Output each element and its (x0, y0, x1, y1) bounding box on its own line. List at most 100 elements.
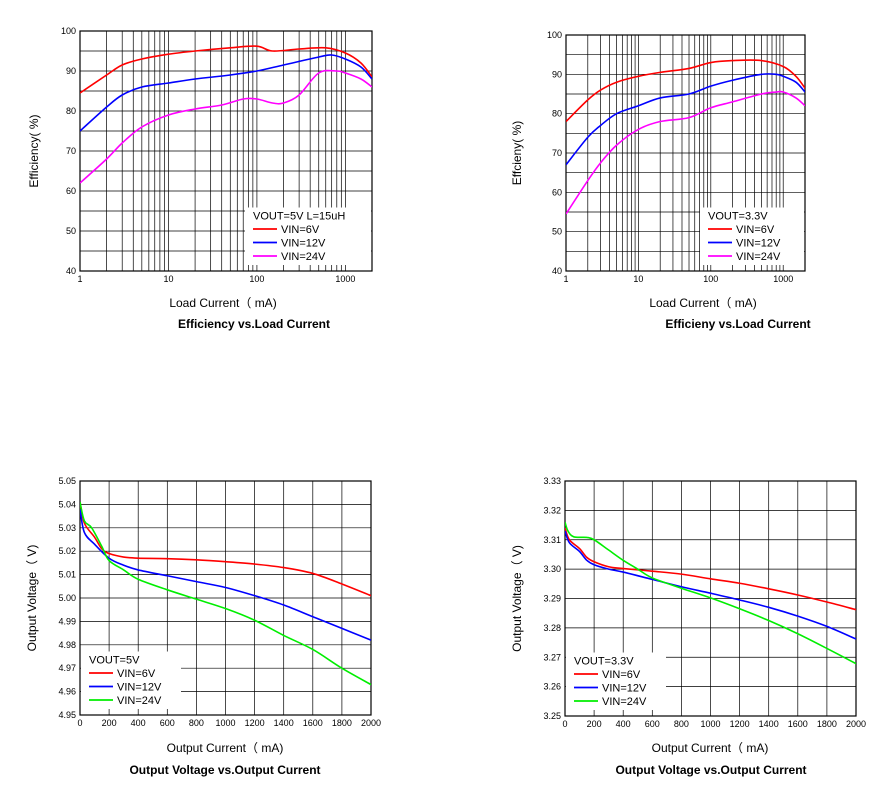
y-tick-label: 50 (552, 227, 562, 237)
y-tick-label: 5.03 (58, 523, 76, 533)
y-tick-label: 60 (66, 186, 76, 196)
series-line-vin-24v (565, 521, 856, 665)
y-tick-label: 3.26 (543, 682, 561, 692)
y-tick-label: 5.02 (58, 546, 76, 556)
y-tick-label: 4.99 (58, 616, 76, 626)
x-tick-label: 1200 (245, 718, 265, 728)
y-tick-label: 100 (61, 26, 76, 36)
x-tick-label: 10 (163, 274, 173, 284)
x-axis-label: Output Current（ mA) (652, 741, 769, 755)
y-tick-label: 80 (66, 106, 76, 116)
x-tick-label: 1200 (730, 719, 750, 729)
y-tick-label: 3.27 (543, 652, 561, 662)
y-tick-label: 5.05 (58, 476, 76, 486)
legend-label: VIN=6V (281, 224, 320, 236)
x-tick-label: 0 (77, 718, 82, 728)
chart-efficiency-vout-5v: 1 10 100 1000 40 50 60 70 80 90 100 Load Current（ m… (0, 0, 448, 360)
x-tick-label: 1000 (215, 718, 235, 728)
x-tick-label: 1800 (332, 718, 352, 728)
y-tick-label: 80 (552, 109, 562, 119)
chart-efficiency-vout-3v3: 1 10 100 1000 40 50 60 70 80 90 100 Load Current（ m… (448, 0, 896, 360)
legend-label: VIN=6V (736, 224, 775, 236)
y-tick-label: 70 (552, 148, 562, 158)
x-axis-label: Load Current（ mA) (169, 296, 276, 310)
series-line-vin-6v (80, 45, 372, 94)
x-tick-label: 1600 (303, 718, 323, 728)
x-tick-label: 400 (131, 718, 146, 728)
y-tick-label: 3.31 (543, 535, 561, 545)
legend-title: VOUT=5V (89, 655, 140, 667)
legend-label: VIN=12V (117, 682, 162, 694)
series-line-vin-24v (80, 501, 371, 686)
x-tick-label: 1000 (335, 274, 355, 284)
x-tick-label: 800 (189, 718, 204, 728)
legend-title: VOUT=5V L=15uH (253, 211, 345, 223)
series-line-vin-6v (80, 501, 371, 597)
y-tick-label: 3.30 (543, 564, 561, 574)
legend-label: VIN=24V (602, 696, 647, 708)
x-axis-label: Output Current（ mA) (167, 741, 284, 755)
series-line-vin-12v (80, 508, 371, 641)
legend-label: VIN=12V (602, 683, 647, 695)
legend-label: VIN=6V (602, 669, 641, 681)
series-line-vin-12v (565, 530, 856, 640)
x-tick-label: 1 (563, 274, 568, 284)
x-tick-label: 1400 (274, 718, 294, 728)
chart-title: Efficieny vs.Load Current (665, 317, 811, 331)
y-tick-label: 4.95 (58, 710, 76, 720)
y-tick-label: 60 (552, 187, 562, 197)
y-axis-label: Effcieny( %) (510, 121, 524, 185)
y-tick-label: 90 (66, 66, 76, 76)
y-tick-label: 3.33 (543, 476, 561, 486)
grid (80, 31, 372, 271)
series-line-vin-24v (566, 90, 805, 215)
y-tick-label: 40 (66, 266, 76, 276)
legend-title: VOUT=3.3V (708, 211, 768, 223)
x-tick-label: 1400 (759, 719, 779, 729)
y-tick-label: 3.32 (543, 505, 561, 515)
y-tick-label: 5.01 (58, 570, 76, 580)
x-tick-label: 200 (102, 718, 117, 728)
x-tick-label: 10 (633, 274, 643, 284)
y-tick-label: 4.96 (58, 687, 76, 697)
chart-title: Efficiency vs.Load Current (177, 317, 331, 331)
x-tick-label: 1000 (773, 274, 793, 284)
series-line-vin-12v (566, 73, 805, 166)
y-tick-label: 100 (547, 30, 562, 40)
y-tick-label: 4.98 (58, 640, 76, 650)
series-line-vin-6v (566, 59, 805, 123)
chart-title: Output Voltage vs.Output Current (129, 763, 321, 777)
x-tick-label: 2000 (361, 718, 381, 728)
series-line-vin-12v (80, 54, 372, 132)
series-line-vin-24v (80, 69, 372, 184)
chart-svg: 1 10 100 1000 40 50 60 70 80 90 100 Load Current（ m… (27, 26, 373, 310)
x-tick-label: 400 (616, 719, 631, 729)
legend-label: VIN=6V (117, 668, 156, 680)
y-tick-label: 3.28 (543, 623, 561, 633)
x-tick-label: 1800 (817, 719, 837, 729)
y-tick-label: 90 (552, 69, 562, 79)
chart-output-voltage-vout-3v3: 0 200 400 600 800 1000 1200 1400 1600 1800 2000 3.2… (448, 440, 896, 789)
x-tick-label: 2000 (846, 719, 866, 729)
x-tick-label: 800 (674, 719, 689, 729)
x-tick-label: 1 (77, 274, 82, 284)
legend-label: VIN=24V (736, 251, 781, 263)
x-tick-label: 600 (160, 718, 175, 728)
legend-label: VIN=12V (736, 238, 781, 250)
y-tick-label: 4.97 (58, 663, 76, 673)
y-tick-label: 3.25 (543, 711, 561, 721)
legend-label: VIN=12V (281, 238, 326, 250)
x-tick-label: 1600 (788, 719, 808, 729)
x-tick-label: 200 (587, 719, 602, 729)
y-tick-label: 5.00 (58, 593, 76, 603)
legend-title: VOUT=3.3V (574, 656, 634, 668)
x-tick-label: 600 (645, 719, 660, 729)
chart-svg: 0 200 400 600 800 1000 1200 1400 1600 1800 2000 4.9… (25, 476, 381, 755)
x-tick-label: 1000 (700, 719, 720, 729)
x-axis-label: Load Current（ mA) (649, 296, 756, 310)
y-axis-label: Output Voltage（ V) (25, 545, 39, 652)
